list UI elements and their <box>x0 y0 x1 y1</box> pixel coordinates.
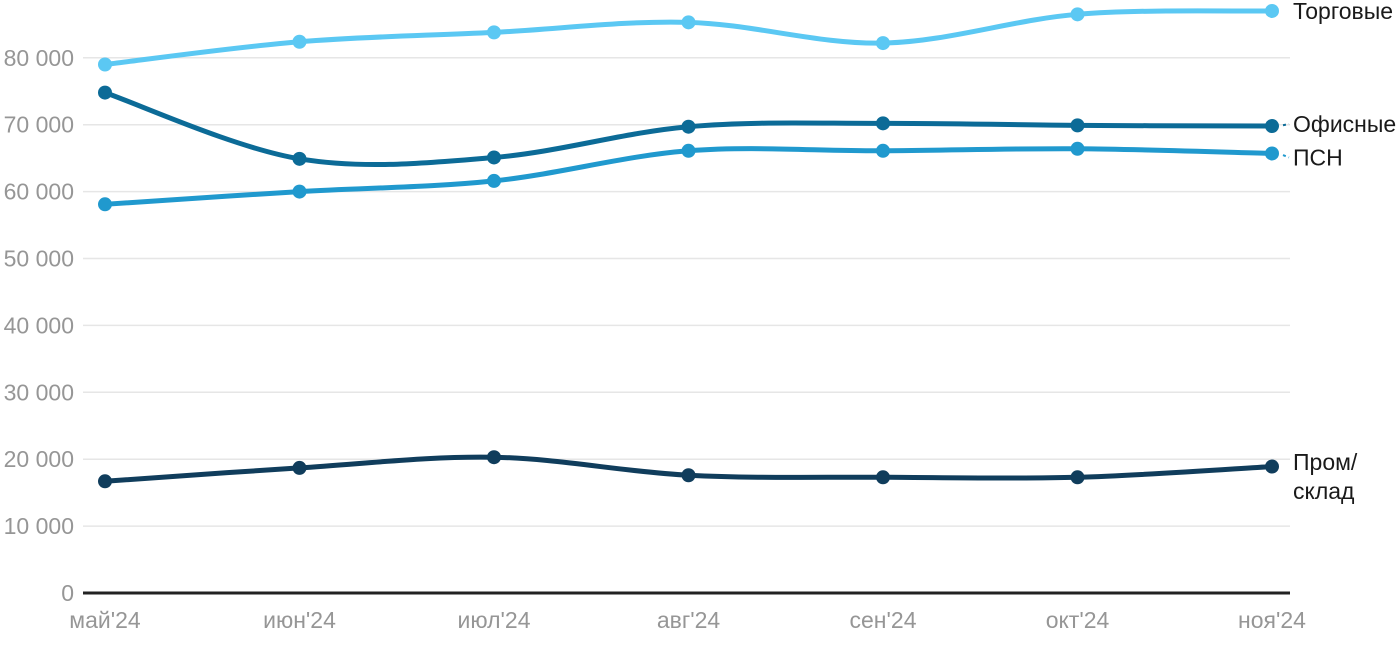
series-point-ofisnye-6 <box>1265 119 1279 134</box>
x-tick-label-6: ноя'24 <box>1238 607 1306 633</box>
series-point-prom-sklad-5 <box>1070 470 1085 485</box>
series-point-psn-6 <box>1265 146 1279 161</box>
series-point-prom-sklad-4 <box>876 470 890 485</box>
series-point-torgovye-5 <box>1070 7 1085 22</box>
series-point-prom-sklad-6 <box>1265 459 1279 474</box>
series-point-psn-5 <box>1070 141 1085 156</box>
series-point-ofisnye-1 <box>292 151 307 166</box>
x-tick-label-4: сен'24 <box>850 607 917 633</box>
series-point-torgovye-3 <box>681 15 696 30</box>
series-point-prom-sklad-2 <box>487 450 501 465</box>
series-point-torgovye-4 <box>876 36 890 51</box>
series-point-psn-1 <box>292 184 307 199</box>
series-label-psn: ПСН <box>1293 144 1343 170</box>
series-point-psn-0 <box>98 197 112 212</box>
series-leader-psn <box>1282 154 1290 159</box>
series-point-ofisnye-2 <box>487 150 501 165</box>
series-point-ofisnye-5 <box>1070 118 1085 133</box>
series-point-torgovye-6 <box>1265 3 1279 18</box>
series-point-prom-sklad-1 <box>292 460 307 475</box>
y-tick-label-20000: 20 000 <box>4 446 74 472</box>
y-tick-label-60000: 60 000 <box>4 179 74 205</box>
series-point-psn-4 <box>876 143 890 158</box>
y-tick-label-10000: 10 000 <box>4 513 74 539</box>
series-point-ofisnye-3 <box>681 119 696 134</box>
y-tick-label-50000: 50 000 <box>4 246 74 272</box>
series-label-torgovye: Торговые <box>1293 0 1393 24</box>
series-point-torgovye-2 <box>487 25 501 40</box>
x-tick-label-3: авг'24 <box>657 607 721 633</box>
x-tick-label-2: июл'24 <box>458 607 531 633</box>
y-tick-label-0: 0 <box>61 580 74 606</box>
series-point-prom-sklad-3 <box>681 468 696 483</box>
series-point-ofisnye-4 <box>876 116 890 131</box>
series-label-prom-sklad-line2: склад <box>1293 478 1355 504</box>
y-tick-label-30000: 30 000 <box>4 379 74 405</box>
series-leader-ofisnye <box>1282 123 1290 127</box>
x-tick-label-5: окт'24 <box>1046 607 1110 633</box>
series-point-psn-2 <box>487 173 501 188</box>
series-point-psn-3 <box>681 143 696 158</box>
series-label-ofisnye: Офисные <box>1293 111 1396 137</box>
x-tick-label-1: июн'24 <box>263 607 336 633</box>
series-point-torgovye-1 <box>292 34 307 49</box>
series-label-prom-sklad-line1: Пром/ <box>1293 449 1358 475</box>
x-tick-label-0: май'24 <box>69 607 141 633</box>
y-tick-label-40000: 40 000 <box>4 312 74 338</box>
series-point-torgovye-0 <box>98 57 112 72</box>
series-point-ofisnye-0 <box>98 85 112 100</box>
series-point-prom-sklad-0 <box>98 474 112 489</box>
y-tick-label-70000: 70 000 <box>4 112 74 138</box>
y-tick-label-80000: 80 000 <box>4 45 74 71</box>
